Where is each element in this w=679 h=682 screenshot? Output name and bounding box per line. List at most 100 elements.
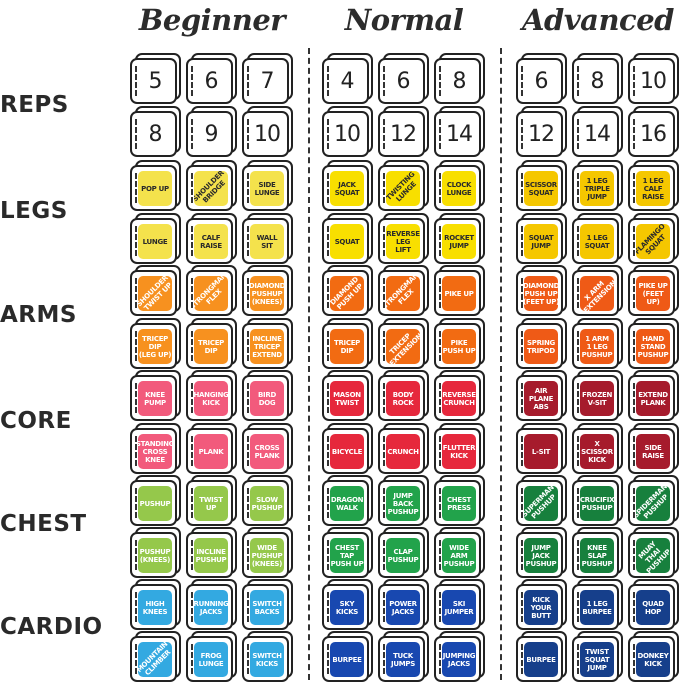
- die-front-face: 12: [378, 111, 425, 157]
- die-dashed-edge: [633, 226, 635, 256]
- core-exercise-die: PLANK: [186, 423, 237, 474]
- exercise-name: TRICEP DIP: [197, 338, 225, 355]
- die-front-face: KNEE PUMP: [130, 375, 177, 421]
- exercise-name: HAND STAND PUSHUP: [637, 334, 669, 359]
- cardio-exercise-die: HIGH KNEES: [130, 579, 181, 630]
- cardio-exercise-die: SWITCH KICKS: [242, 631, 293, 682]
- die-label-area: TRICEP DIP: [194, 329, 228, 364]
- cardio-exercise-die: TUCK JUMPS: [378, 631, 429, 682]
- die-front-face: SPIDERMAN PUSHUP: [628, 480, 675, 526]
- die-label-area: 10: [330, 117, 364, 152]
- die-dashed-edge: [383, 278, 385, 308]
- die-front-face: SWITCH BACKS: [242, 584, 289, 630]
- die-dashed-edge: [633, 436, 635, 466]
- die-front-face: REVERSE CRUNCH: [434, 375, 481, 421]
- exercise-name: STRONGMAN FLEX: [194, 276, 228, 311]
- die-front-face: SUPERMAN PUSHUP: [516, 480, 563, 526]
- arms-exercise-die: TRICEP DIP: [186, 318, 237, 369]
- die-front-face: SHOULDER BRIDGE: [186, 165, 233, 211]
- exercise-name: TRICEP EXTENSION: [388, 331, 420, 364]
- die-label-area: CLAP PUSHUP: [386, 538, 420, 573]
- die-front-face: KICK YOUR BUTT: [516, 584, 563, 630]
- exercise-name: FROZEN V-SIT: [581, 390, 613, 407]
- die-front-face: SKI JUMPER: [434, 584, 481, 630]
- chest-exercise-die: INCLINE PUSHUP: [186, 527, 237, 578]
- die-dashed-edge: [247, 644, 249, 674]
- exercise-name: WIDE PUSHUP (KNEES): [251, 543, 283, 568]
- exercise-name: 1 LEG BURPEE: [582, 599, 612, 616]
- die-front-face: STRONGMAN FLEX: [186, 270, 233, 316]
- legs-exercise-die: SQUAT: [322, 213, 373, 264]
- die-front-face: 1 LEG SQUAT: [572, 218, 619, 264]
- core-exercise-die: FLUTTER KICK: [434, 423, 485, 474]
- die-front-face: FROG LUNGE: [186, 636, 233, 682]
- die-dashed-edge: [247, 383, 249, 413]
- die-dashed-edge: [577, 226, 579, 256]
- die-front-face: BURPEE: [322, 636, 369, 682]
- die-front-face: WIDE PUSHUP (KNEES): [242, 532, 289, 578]
- legs-exercise-die: CALF RAISE: [186, 213, 237, 264]
- dashed-divider: [500, 48, 502, 680]
- die-dashed-edge: [191, 592, 193, 622]
- die-label-area: 12: [386, 117, 420, 152]
- die-dashed-edge: [191, 436, 193, 466]
- die-label-area: HIGH KNEES: [138, 590, 172, 625]
- die-label-area: SCISSOR SQUAT: [524, 171, 558, 206]
- die-dashed-edge: [327, 331, 329, 361]
- chest-exercise-die: SUPERMAN PUSHUP: [516, 475, 567, 526]
- die-dashed-edge: [439, 592, 441, 622]
- die-dashed-edge: [383, 119, 385, 149]
- die-front-face: MOUNTAIN CLIMBER: [130, 636, 177, 682]
- die-label-area: INCLINE TRICEP EXTEND: [250, 329, 284, 364]
- die-dashed-edge: [439, 488, 441, 518]
- die-label-area: CHEST PRESS: [442, 486, 476, 521]
- exercise-name: AIR PLANE ABS: [528, 386, 554, 411]
- arms-exercise-die: 1 ARM 1 LEG PUSHUP: [572, 318, 623, 369]
- die-dashed-edge: [383, 173, 385, 203]
- exercise-name: REVERSE CRUNCH: [442, 390, 476, 407]
- die-front-face: DONKEY KICK: [628, 636, 675, 682]
- cardio-exercise-die: 1 LEG BURPEE: [572, 579, 623, 630]
- die-label-area: 12: [524, 117, 558, 152]
- exercise-name: TRICEP DIP (LEG UP): [138, 334, 172, 359]
- die-label-area: SIDE LUNGE: [250, 171, 284, 206]
- die-label-area: EXTEND PLANK: [636, 381, 670, 416]
- die-label-area: CROSS PLANK: [250, 434, 284, 469]
- exercise-name: STANDING CROSS KNEE: [138, 439, 172, 464]
- chest-exercise-die: CLAP PUSHUP: [378, 527, 429, 578]
- die-dashed-edge: [327, 540, 329, 570]
- die-dashed-edge: [439, 383, 441, 413]
- rep-count: 6: [396, 68, 411, 94]
- die-dashed-edge: [191, 331, 193, 361]
- die-front-face: MUAY THAI PUSHUP: [628, 532, 675, 578]
- dashed-divider: [308, 48, 310, 680]
- die-label-area: 8: [442, 64, 476, 99]
- die-label-area: KNEE SLAP PUSHUP: [580, 538, 614, 573]
- die-label-area: 1 ARM 1 LEG PUSHUP: [580, 329, 614, 364]
- exercise-name: DIAMOND PUSH UP (FEET UP): [524, 281, 558, 306]
- die-dashed-edge: [135, 331, 137, 361]
- die-label-area: TWISTING LUNGE: [386, 171, 420, 206]
- exercise-name: PLANK: [198, 447, 224, 456]
- chest-exercise-die: PUSHUP: [130, 475, 181, 526]
- die-dashed-edge: [247, 436, 249, 466]
- cardio-exercise-die: SKI JUMPER: [434, 579, 485, 630]
- die-label-area: SLOW PUSHUP: [250, 486, 284, 521]
- die-label-area: FLUTTER KICK: [442, 434, 476, 469]
- die-dashed-edge: [191, 488, 193, 518]
- die-label-area: DONKEY KICK: [636, 642, 670, 677]
- core-exercise-die: BICYCLE: [322, 423, 373, 474]
- die-dashed-edge: [247, 488, 249, 518]
- die-dashed-edge: [439, 226, 441, 256]
- die-dashed-edge: [521, 278, 523, 308]
- reps-die: 4: [322, 53, 373, 104]
- die-dashed-edge: [383, 331, 385, 361]
- die-dashed-edge: [577, 383, 579, 413]
- die-front-face: FROZEN V-SIT: [572, 375, 619, 421]
- chest-exercise-die: JUMP BACK PUSHUP: [378, 475, 429, 526]
- die-front-face: TRICEP DIP: [322, 323, 369, 369]
- die-label-area: WALL SIT: [250, 224, 284, 259]
- die-dashed-edge: [633, 119, 635, 149]
- die-dashed-edge: [633, 488, 635, 518]
- reps-die: 6: [516, 53, 567, 104]
